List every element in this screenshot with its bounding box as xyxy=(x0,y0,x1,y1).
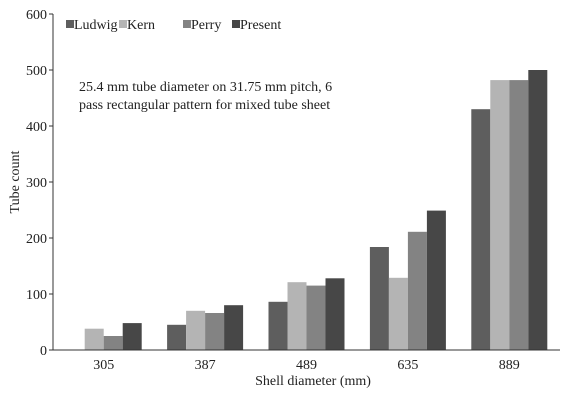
bar-ludwig-889 xyxy=(471,109,491,350)
bar-ludwig-635 xyxy=(369,247,389,350)
bar-kern-635 xyxy=(388,277,408,350)
x-tick-label-387: 387 xyxy=(195,358,216,373)
bar-kern-489 xyxy=(287,282,307,350)
bar-ludwig-489 xyxy=(268,301,288,350)
bar-kern-889 xyxy=(490,80,510,350)
y-tick-label-400: 400 xyxy=(26,120,47,135)
bar-perry-489 xyxy=(306,285,326,350)
bar-perry-387 xyxy=(205,313,225,350)
bar-kern-387 xyxy=(186,310,206,350)
x-axis-title: Shell diameter (mm) xyxy=(255,374,371,389)
y-tick-label-0: 0 xyxy=(40,344,47,359)
bar-perry-635 xyxy=(407,231,427,350)
bar-perry-305 xyxy=(103,336,123,350)
x-tick-label-635: 635 xyxy=(397,358,418,373)
legend-label-kern: Kern xyxy=(127,18,155,33)
legend-swatch-present xyxy=(232,20,240,28)
y-axis-title: Tube count xyxy=(8,150,23,213)
bar-present-305 xyxy=(122,323,142,350)
legend-swatch-kern xyxy=(119,20,127,28)
x-tick-label-489: 489 xyxy=(296,358,317,373)
bar-kern-305 xyxy=(84,328,104,350)
legend-swatch-ludwig xyxy=(66,20,74,28)
y-tick-label-200: 200 xyxy=(26,232,47,247)
y-tick-label-100: 100 xyxy=(26,288,47,303)
y-tick-label-300: 300 xyxy=(26,176,47,191)
annotation-line-1: 25.4 mm tube diameter on 31.75 mm pitch,… xyxy=(79,80,332,95)
bar-present-489 xyxy=(325,278,345,350)
legend-label-present: Present xyxy=(240,18,281,33)
bar-present-635 xyxy=(426,210,446,350)
y-tick-label-500: 500 xyxy=(26,64,47,79)
annotation-line-2: pass rectangular pattern for mixed tube … xyxy=(79,98,330,113)
legend-label-perry: Perry xyxy=(191,18,221,33)
y-tick-label-600: 600 xyxy=(26,8,47,23)
legend-swatch-perry xyxy=(183,20,191,28)
x-tick-label-305: 305 xyxy=(93,358,114,373)
bar-ludwig-387 xyxy=(167,324,187,350)
legend-label-ludwig: Ludwig xyxy=(74,18,118,33)
bar-perry-889 xyxy=(509,80,529,350)
bar-present-387 xyxy=(224,305,244,350)
bar-present-889 xyxy=(528,70,548,350)
x-tick-label-889: 889 xyxy=(499,358,520,373)
legend: Ludwig Kern Perry Present xyxy=(66,18,281,33)
